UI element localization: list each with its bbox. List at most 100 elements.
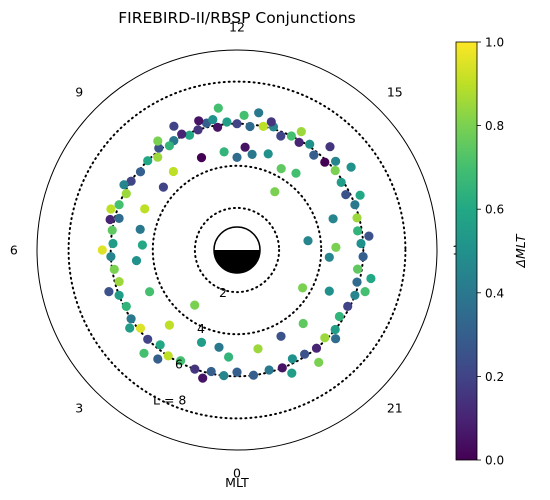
data-point-87 [366, 273, 376, 284]
data-point-52 [114, 290, 124, 300]
colorbar-label: ΔMLT [513, 233, 528, 268]
data-point-77 [198, 373, 208, 383]
angle-tick-9: 9 [75, 85, 83, 100]
data-point-49 [135, 323, 146, 333]
chart-title: FIREBIRD-II/RBSP Conjunctions [118, 9, 356, 27]
data-point-34 [320, 333, 330, 343]
data-point-115 [276, 331, 286, 341]
data-point-80 [104, 287, 114, 297]
data-point-106 [253, 344, 263, 354]
data-point-18 [309, 150, 319, 160]
data-point-59 [114, 200, 124, 210]
ring-l8 [67, 80, 407, 420]
data-point-81 [97, 245, 107, 255]
data-point-20 [330, 165, 340, 176]
data-point-107 [196, 337, 207, 347]
data-point-45 [176, 356, 186, 366]
data-point-55 [106, 252, 116, 262]
data-point-46 [163, 351, 173, 361]
data-point-84 [169, 121, 179, 131]
data-point-50 [126, 314, 136, 324]
data-point-98 [168, 166, 178, 177]
data-point-79 [125, 323, 135, 333]
data-point-113 [214, 342, 224, 352]
data-point-35 [311, 343, 322, 353]
ring-label-l2: 2 [219, 285, 227, 300]
colorbar-tick-label-2: 0.4 [485, 286, 504, 300]
radial-tick-labels: 2 4 6 L = 8 [153, 285, 227, 408]
data-point-12 [258, 121, 268, 131]
data-point-22 [341, 190, 351, 200]
data-point-96 [263, 149, 273, 159]
data-point-89 [139, 348, 149, 358]
data-point-30 [350, 290, 360, 300]
data-point-23 [350, 200, 360, 210]
data-point-28 [353, 264, 363, 274]
data-point-31 [343, 301, 353, 311]
data-point-44 [190, 364, 200, 374]
data-point-92 [219, 147, 229, 157]
colorbar-tick-label-1: 0.2 [485, 370, 504, 384]
data-point-114 [224, 352, 234, 362]
data-point-33 [330, 324, 340, 335]
ring-label-l4: 4 [197, 321, 205, 336]
angle-tick-6: 6 [10, 243, 18, 258]
data-point-102 [328, 214, 338, 224]
angle-tick-3: 3 [75, 400, 83, 415]
data-point-58 [114, 213, 124, 223]
colorbar-ticks: 0.0 0.2 0.4 0.6 0.8 1.0 [477, 36, 504, 468]
angle-tick-21: 21 [387, 400, 403, 415]
data-point-111 [137, 240, 147, 250]
data-point-118 [303, 236, 313, 246]
data-point-10 [153, 152, 163, 162]
data-point-19 [320, 157, 330, 167]
data-point-11 [245, 121, 255, 132]
data-point-54 [109, 264, 119, 274]
data-point-70 [296, 127, 306, 137]
data-point-40 [248, 370, 259, 380]
colorbar: 0.0 0.2 0.4 0.6 0.8 1.0 ΔMLT [455, 36, 528, 468]
data-point-99 [158, 182, 168, 192]
data-point-86 [325, 142, 335, 152]
data-point-17 [305, 139, 315, 149]
data-point-25 [353, 226, 363, 236]
data-point-78 [153, 354, 163, 364]
data-point-37 [287, 354, 297, 364]
earth-night-side [214, 250, 260, 273]
data-point-42 [219, 371, 229, 381]
data-point-66 [194, 116, 204, 126]
x-axis-label: MLT [225, 475, 249, 490]
angle-tick-12: 12 [229, 19, 245, 34]
data-point-93 [232, 152, 242, 162]
data-point-101 [291, 168, 301, 178]
data-point-36 [300, 349, 310, 359]
data-point-57 [107, 225, 117, 235]
data-point-63 [143, 156, 153, 166]
data-point-0 [232, 119, 242, 129]
data-point-83 [153, 136, 163, 146]
data-point-108 [164, 320, 174, 330]
data-point-14 [276, 131, 286, 141]
data-point-97 [196, 153, 207, 163]
data-point-85 [254, 108, 264, 118]
data-point-21 [336, 177, 346, 187]
data-point-82 [106, 204, 116, 214]
angle-tick-15: 15 [387, 85, 403, 100]
data-point-24 [352, 213, 362, 223]
earth-outline [213, 226, 261, 274]
data-point-26 [356, 238, 366, 249]
ring-l2 [193, 206, 281, 294]
data-point-1 [222, 117, 232, 127]
data-point-16 [294, 137, 304, 147]
data-point-27 [358, 252, 368, 262]
data-point-75 [331, 334, 341, 344]
data-point-38 [277, 363, 287, 373]
colorbar-tick-label-3: 0.6 [485, 203, 504, 217]
data-point-65 [119, 180, 129, 190]
data-point-88 [314, 357, 324, 367]
data-point-112 [135, 224, 145, 234]
data-point-15 [286, 131, 296, 141]
colorbar-gradient [455, 41, 478, 461]
data-point-109 [145, 287, 155, 297]
